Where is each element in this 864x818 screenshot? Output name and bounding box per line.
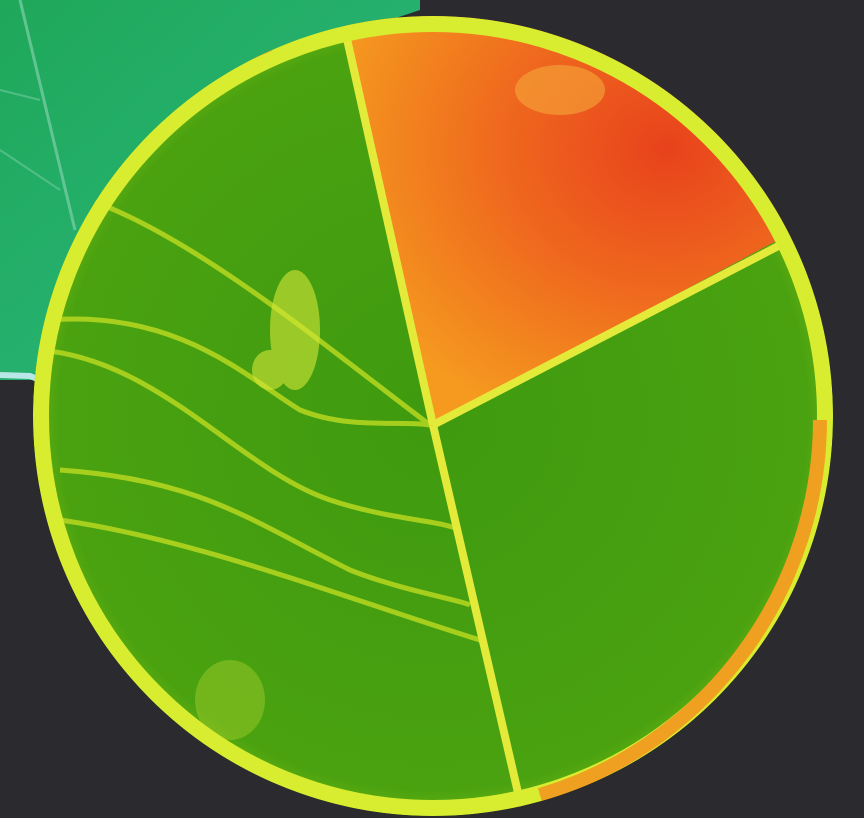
field-tracks (39, 197, 481, 643)
sector-boundaries (341, 29, 792, 811)
rim-orange (537, 419, 827, 802)
field-rim (33, 16, 833, 816)
light-patches (195, 65, 605, 740)
pivot-field (33, 16, 833, 816)
